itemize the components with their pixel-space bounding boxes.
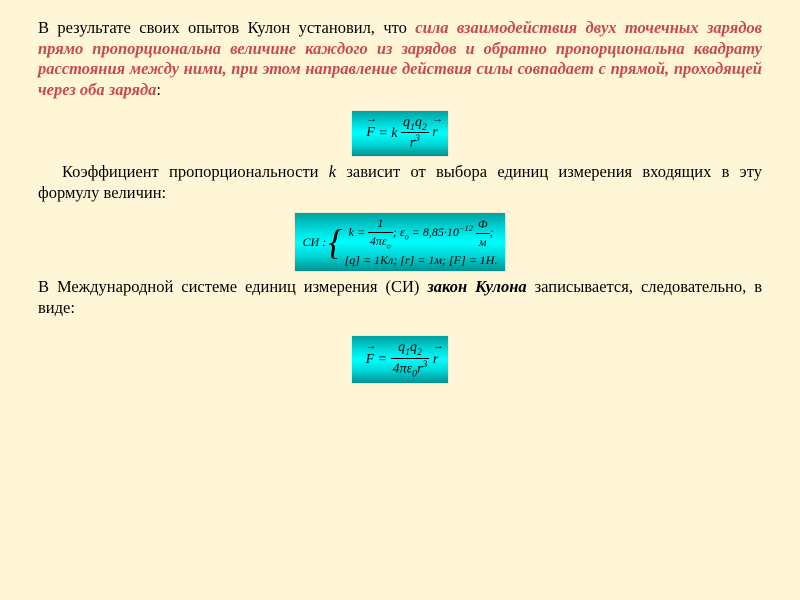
left-brace: {: [328, 224, 342, 260]
formula-1-container: F = k q1q2r3 r: [38, 111, 762, 156]
law-name: закон Кулона: [427, 277, 526, 296]
si-values: k = 14πεo; εo = 8,85·10−12 Фм; [q] = 1Кл…: [345, 215, 498, 269]
formula-1: F = k q1q2r3 r: [352, 111, 448, 156]
fraction-1: q1q2r3: [401, 115, 429, 152]
r-vector: r: [432, 125, 437, 141]
F-vector: F: [366, 125, 375, 141]
colon: :: [156, 80, 161, 99]
fraction-3: q1q24πε0r3: [391, 340, 430, 379]
intro-paragraph: В результате своих опытов Кулон установи…: [38, 18, 762, 101]
k-symbol: k: [329, 162, 336, 181]
si-paragraph: В Международной системе единиц измерения…: [38, 277, 762, 318]
si-label: СИ :: [303, 235, 327, 250]
formula-3: F = q1q24πε0r3 r: [352, 336, 449, 383]
coeff-text-a: Коэффициент пропорциональности: [62, 162, 329, 181]
formula-2-container: СИ : { k = 14πεo; εo = 8,85·10−12 Фм; [q…: [38, 213, 762, 271]
F-vector-3: F: [366, 352, 375, 368]
coefficient-paragraph: Коэффициент пропорциональности k зависит…: [38, 162, 762, 203]
formula-3-container: F = q1q24πε0r3 r: [38, 336, 762, 383]
formula-2: СИ : { k = 14πεo; εo = 8,85·10−12 Фм; [q…: [295, 213, 506, 271]
si-text-a: В Международной системе единиц измерения…: [38, 277, 427, 296]
intro-text: В результате своих опытов Кулон установи…: [38, 18, 415, 37]
r-vector-3: r: [433, 352, 438, 368]
